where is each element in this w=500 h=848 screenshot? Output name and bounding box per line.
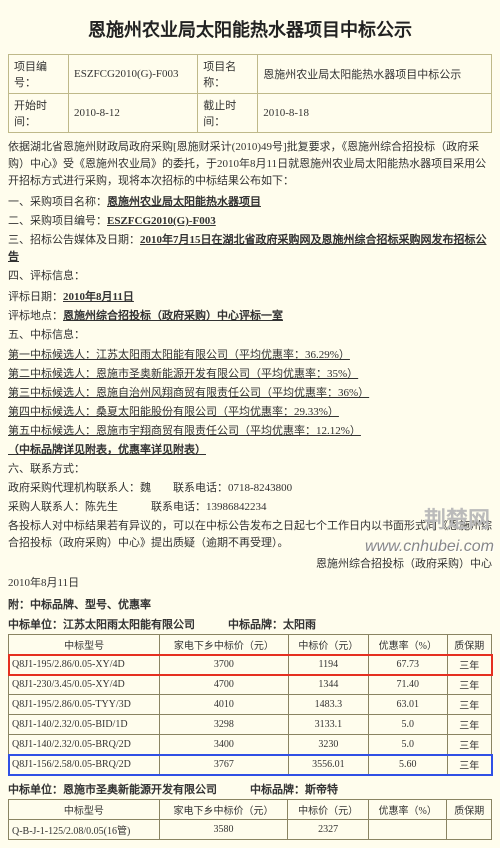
cell: 3580: [159, 820, 288, 840]
candidate-1: 第一中标候选人：江苏太阳雨太阳能有限公司（平均优惠率：36.29%）: [8, 349, 350, 361]
cell: 3767: [160, 755, 288, 775]
cell: Q8J1-230/3.45/0.05-XY/4D: [9, 675, 160, 695]
cell: 三年: [447, 735, 491, 755]
tbl2-header-row: 中标型号家电下乡中标价（元）中标价（元）优惠率（%）质保期: [9, 800, 492, 820]
cell: 三年: [447, 695, 491, 715]
i2-label: 二、采购项目编号：: [8, 215, 107, 227]
proj-no-value: ESZFCG2010(G)-F003: [69, 55, 198, 94]
table-row: Q8J1-230/3.45/0.05-XY/4D4700134471.40三年: [9, 675, 492, 695]
cell: 三年: [447, 655, 491, 675]
table-row: Q-B-J-1-125/2.08/0.05(16管)35802327: [9, 820, 492, 840]
objection-note: 各投标人对中标结果若有异议的，可以在中标公告发布之日起七个工作日内以书面形式向《…: [8, 518, 492, 552]
col-header: 质保期: [447, 800, 492, 820]
i1-label: 一、采购项目名称：: [8, 196, 107, 208]
brand-note: （中标品牌详见附表，优惠率详见附表）: [8, 444, 206, 456]
candidate-3: 第三中标候选人：恩施自治州风翔商贸有限责任公司（平均优惠率：36%）: [8, 387, 369, 399]
i3-label: 三、招标公告媒体及日期：: [8, 234, 140, 246]
footer-date: 2010年8月11日: [8, 575, 492, 592]
candidate-4: 第四中标候选人：桑夏太阳能股份有限公司（平均优惠率：29.33%）: [8, 406, 339, 418]
document-page: 恩施州农业局太阳能热水器项目中标公示 项目编号： ESZFCG2010(G)-F…: [0, 0, 500, 848]
cell: Q8J1-140/2.32/0.05-BID/1D: [9, 715, 160, 735]
table-row: Q8J1-140/2.32/0.05-BID/1D32983133.15.0三年: [9, 715, 492, 735]
cell: 67.73: [369, 655, 447, 675]
cell: 4700: [160, 675, 288, 695]
section-5: 五、中标信息：: [8, 327, 492, 344]
footer-org: 恩施州综合招投标（政府采购）中心: [8, 556, 492, 573]
end-label: 截止时间：: [198, 94, 258, 133]
start-value: 2010-8-12: [69, 94, 198, 133]
table-row: Q8J1-195/2.86/0.05-XY/4D3700119467.73三年: [9, 655, 492, 675]
cell: Q8J1-195/2.86/0.05-XY/4D: [9, 655, 160, 675]
eval-date-value: 2010年8月11日: [63, 291, 134, 303]
cell: 1194: [288, 655, 368, 675]
cell: 4010: [160, 695, 288, 715]
end-value: 2010-8-18: [258, 94, 492, 133]
cell: 三年: [447, 715, 491, 735]
cell: 2327: [288, 820, 369, 840]
col-header: 家电下乡中标价（元）: [160, 635, 288, 655]
cell: 5.60: [369, 755, 447, 775]
eval-block: 评标日期：2010年8月11日 评标地点：恩施州综合招投标（政府采购）中心评标一…: [8, 289, 492, 592]
page-title: 恩施州农业局太阳能热水器项目中标公示: [8, 16, 492, 42]
candidate-5: 第五中标候选人：恩施市宇翔商贸有限责任公司（平均优惠率：12.12%）: [8, 425, 361, 437]
attach-label: 附：中标品牌、型号、优惠率: [8, 599, 151, 611]
cell: 5.0: [369, 735, 447, 755]
col-header: 优惠率（%）: [369, 635, 447, 655]
i2-value: ESZFCG2010(G)-F003: [107, 215, 216, 227]
bid-table-1: 中标型号家电下乡中标价（元）中标价（元）优惠率（%）质保期 Q8J1-195/2…: [8, 634, 492, 775]
col-header: 中标价（元）: [288, 635, 368, 655]
cell: 3556.01: [288, 755, 368, 775]
start-label: 开始时间：: [9, 94, 69, 133]
cell: 1344: [288, 675, 368, 695]
cell: 1483.3: [288, 695, 368, 715]
col-header: 家电下乡中标价（元）: [159, 800, 288, 820]
cell: 3298: [160, 715, 288, 735]
col-header: 中标型号: [9, 635, 160, 655]
proj-no-label: 项目编号：: [9, 55, 69, 94]
tbl1-unit: 中标单位：江苏太阳雨太阳能有限公司 中标品牌：太阳雨: [8, 619, 316, 631]
cell: [368, 820, 447, 840]
eval-loc-label: 评标地点：: [8, 310, 63, 322]
candidate-2: 第二中标候选人：恩施市圣奥新能源开发有限公司（平均优惠率：35%）: [8, 368, 358, 380]
bid-table-2: 中标型号家电下乡中标价（元）中标价（元）优惠率（%）质保期 Q-B-J-1-12…: [8, 799, 492, 840]
col-header: 优惠率（%）: [368, 800, 447, 820]
table-row: Q8J1-140/2.32/0.05-BRQ/2D340032305.0三年: [9, 735, 492, 755]
cell: Q8J1-140/2.32/0.05-BRQ/2D: [9, 735, 160, 755]
intro-paragraph: 依据湖北省恩施州财政局政府采购[恩施财采计(2010)49号]批复要求，《恩施州…: [8, 139, 492, 190]
cell: 三年: [447, 755, 491, 775]
cell: 3133.1: [288, 715, 368, 735]
cell: [447, 820, 492, 840]
col-header: 中标型号: [9, 800, 160, 820]
intro-text: 依据湖北省恩施州财政局政府采购[恩施财采计(2010)49号]批复要求，《恩施州…: [8, 139, 492, 190]
col-header: 质保期: [447, 635, 491, 655]
i1-value: 恩施州农业局太阳能热水器项目: [107, 196, 261, 208]
cell: 三年: [447, 675, 491, 695]
eval-loc-value: 恩施州综合招投标（政府采购）中心评标一室: [63, 310, 283, 322]
cell: 3700: [160, 655, 288, 675]
cell: 3400: [160, 735, 288, 755]
cell: Q-B-J-1-125/2.08/0.05(16管): [9, 820, 160, 840]
cell: Q8J1-156/2.58/0.05-BRQ/2D: [9, 755, 160, 775]
cell: Q8J1-195/2.86/0.05-TYY/3D: [9, 695, 160, 715]
proj-name-value: 恩施州农业局太阳能热水器项目中标公示: [258, 55, 492, 94]
proj-name-label: 项目名称：: [198, 55, 258, 94]
section-6: 六、联系方式：: [8, 461, 492, 478]
table-row: Q8J1-156/2.58/0.05-BRQ/2D37673556.015.60…: [9, 755, 492, 775]
items-block: 一、采购项目名称：恩施州农业局太阳能热水器项目 二、采购项目编号：ESZFCG2…: [8, 194, 492, 285]
i4-label: 四、评标信息：: [8, 268, 492, 285]
tbl1-header-row: 中标型号家电下乡中标价（元）中标价（元）优惠率（%）质保期: [9, 635, 492, 655]
cell: 63.01: [369, 695, 447, 715]
col-header: 中标价（元）: [288, 800, 369, 820]
cell: 71.40: [369, 675, 447, 695]
buyer-contact: 采购人联系人：陈先生 联系电话：13986842234: [8, 499, 492, 516]
meta-table: 项目编号： ESZFCG2010(G)-F003 项目名称： 恩施州农业局太阳能…: [8, 54, 492, 133]
agent-contact: 政府采购代理机构联系人：魏 联系电话：0718-8243800: [8, 480, 492, 497]
cell: 5.0: [369, 715, 447, 735]
table-row: Q8J1-195/2.86/0.05-TYY/3D40101483.363.01…: [9, 695, 492, 715]
cell: 3230: [288, 735, 368, 755]
eval-date-label: 评标日期：: [8, 291, 63, 303]
tbl2-unit: 中标单位：恩施市圣奥新能源开发有限公司 中标品牌：斯帝特: [8, 784, 338, 796]
